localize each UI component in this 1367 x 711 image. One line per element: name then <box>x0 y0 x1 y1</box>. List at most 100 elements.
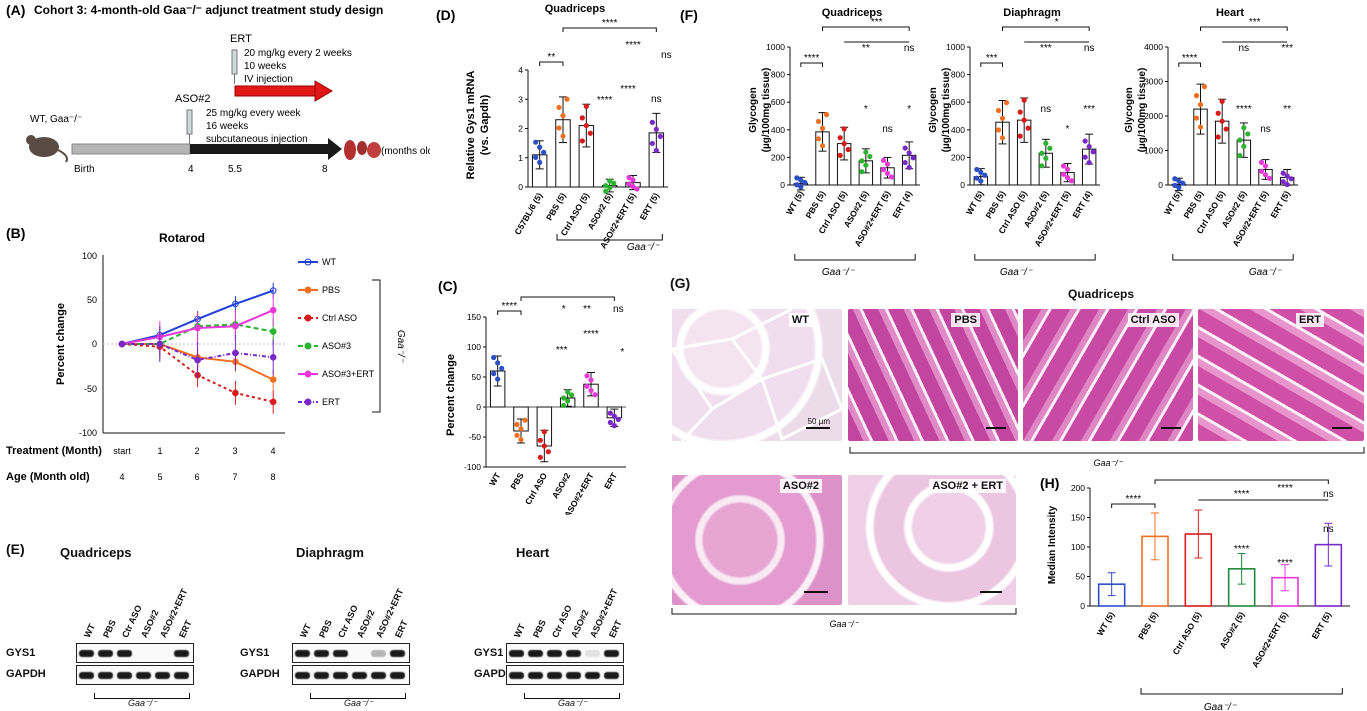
data-point <box>495 376 501 382</box>
significance-label: *** <box>1083 104 1095 115</box>
panel-d-letter: (D) <box>436 7 455 23</box>
data-point <box>541 443 547 449</box>
significance-label: ns <box>1323 489 1334 500</box>
data-point <box>837 135 843 141</box>
western-blot-2: Heart GYS1 GAPDH WT PBS Ctr ASO ASO#2 ASO#2+ERT… <box>470 535 660 711</box>
data-point <box>630 183 636 190</box>
blot-band <box>333 650 348 657</box>
gys1-blot <box>506 643 624 663</box>
data-point <box>269 376 277 383</box>
lane-label: PBS <box>101 618 118 640</box>
significance-bracket <box>1178 62 1201 67</box>
data-point <box>995 107 1002 114</box>
data-point <box>522 417 528 423</box>
genotype-bracket-label: Gaa⁻/⁻ <box>829 619 859 629</box>
significance-label: ns <box>613 304 624 315</box>
y-tick-label: -100 <box>79 428 97 438</box>
data-point <box>657 133 663 140</box>
y-axis-label: Percent change <box>445 354 457 436</box>
data-point <box>269 306 277 314</box>
gys1-blot <box>76 643 194 663</box>
data-point <box>1060 163 1067 169</box>
y-tick-label: 600 <box>771 97 785 107</box>
legend-label: ERT <box>322 397 340 407</box>
data-point <box>841 126 847 132</box>
histology-image-aso2-ert: ASO#2 + ERT <box>848 475 1016 605</box>
x-tick-label: PBS (5) <box>983 189 1007 220</box>
data-point <box>565 398 571 404</box>
legend-label: WT <box>322 257 336 267</box>
scale-bar <box>1161 427 1181 429</box>
data-point <box>560 113 566 119</box>
data-point <box>888 174 895 180</box>
gys1-mrna-chart: (D) Quadriceps Relative Gys1 mRNA (vs. G… <box>436 3 672 253</box>
ert-duration: 10 weeks <box>244 61 286 72</box>
blot-band <box>604 650 619 657</box>
data-point <box>1280 170 1286 176</box>
data-point <box>859 169 865 175</box>
legend-marker <box>304 370 312 378</box>
data-point <box>1172 176 1178 182</box>
ert-label: ERT <box>230 33 252 45</box>
chart-title: Heart <box>1216 7 1244 19</box>
data-point <box>269 354 277 361</box>
panel-b-letter: (B) <box>6 225 25 241</box>
significance-label: ** <box>547 52 555 63</box>
y-tick-label: 200 <box>771 152 785 162</box>
x-tick-label: ERT (5) <box>1268 189 1292 220</box>
data-point <box>592 392 598 398</box>
blot-band <box>333 672 348 679</box>
data-point <box>533 139 539 145</box>
data-point <box>588 377 594 383</box>
data-point <box>978 178 984 184</box>
data-point <box>999 135 1006 141</box>
data-point <box>1017 109 1023 115</box>
blot-band <box>155 672 170 679</box>
data-point <box>859 158 865 164</box>
data-point <box>798 184 804 190</box>
genotype-bracket-label: Gaa⁻/⁻ <box>1204 702 1237 711</box>
data-point <box>269 398 277 406</box>
significance-label: **** <box>1277 558 1293 569</box>
panel-e-letter: (E) <box>6 541 25 557</box>
y-tick-label: -100 <box>464 462 481 472</box>
y-tick-label: 200 <box>1071 483 1085 493</box>
data-point <box>587 130 593 136</box>
y-tick-label: 4000 <box>1144 42 1163 52</box>
lane-label: ERT <box>177 618 194 640</box>
legend-label: PBS <box>322 285 340 295</box>
data-point <box>118 340 126 348</box>
x-tick-label: ERT (4) <box>1070 189 1094 220</box>
blot-band <box>547 672 562 679</box>
significance-bracket <box>980 62 1003 67</box>
significance-label: **** <box>625 40 641 51</box>
genotype-bracket <box>372 279 381 413</box>
data-point <box>1082 154 1088 160</box>
y-tick-label: 3 <box>518 94 523 104</box>
data-point <box>1172 182 1178 189</box>
chart-body: 200 150 100 50 0 WT (5) PBS (5) Ctrl ASO (5) ASO… <box>1071 479 1350 695</box>
significance-label: * <box>620 347 624 358</box>
treatment-tick: 4 <box>270 446 275 456</box>
data-point <box>156 340 164 348</box>
data-point <box>607 178 613 184</box>
significance-label: *** <box>986 53 998 64</box>
significance-label: *** <box>556 345 568 356</box>
panel-f-letter: (F) <box>680 7 698 23</box>
age-row-label: Age (Month old) <box>6 471 90 483</box>
blot-row-label: GAPDH <box>474 668 514 680</box>
data-point <box>819 143 826 149</box>
y-tick-label: 50 <box>1076 572 1086 582</box>
data-point <box>863 149 869 155</box>
data-point <box>884 161 891 167</box>
histology-image-ert: ERT <box>1198 309 1364 441</box>
significance-bracket <box>520 296 615 301</box>
y-tick-label: 50 <box>87 295 97 305</box>
significance-label: *** <box>1249 17 1261 28</box>
significance-bracket <box>1200 26 1288 31</box>
genotype-bracket <box>849 447 1365 454</box>
data-point <box>1241 125 1247 131</box>
panel-a: (A) Cohort 3: 4-month-old Gaa⁻/⁻ adjunct… <box>0 0 430 205</box>
